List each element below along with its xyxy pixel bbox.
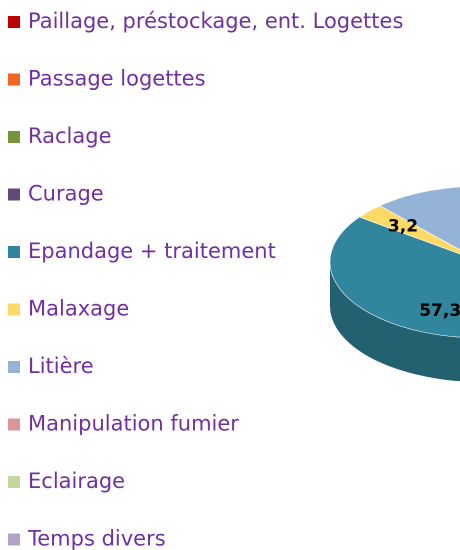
pie-slice [379,186,460,251]
legend-label: Malaxage [28,297,129,321]
legend-swatch [8,418,20,431]
legend-label: Epandage + traitement [28,239,276,263]
legend-label: Curage [28,182,104,206]
legend-swatch [8,73,20,86]
value-label: 3,2 [388,216,418,236]
legend-label: Litière [28,354,94,378]
legend-label: Paillage, préstockage, ent. Logettes [28,9,403,33]
legend-swatch [8,361,20,373]
legend-swatch [8,188,20,201]
legend-label: Passage logettes [28,67,206,91]
legend-swatch [8,16,20,28]
pie-sides [330,262,460,382]
legend-label: Temps divers [27,527,166,550]
legend-label: Manipulation fumier [28,412,239,436]
legend-swatch [8,303,20,316]
legend-swatch [8,476,20,488]
legend: Paillage, préstockage, ent. Logettes Pass… [8,9,403,550]
legend-label: Raclage [28,124,112,148]
legend-swatch [8,131,20,143]
legend-swatch [8,533,20,546]
legend-label: Eclairage [28,469,125,493]
value-labels: 57,33,226,5 [388,216,460,321]
pie-side [330,262,460,382]
pie-tops [329,186,460,338]
legend-swatch [8,246,20,258]
pie-slice [329,216,460,338]
value-label: 57,3 [419,301,460,321]
